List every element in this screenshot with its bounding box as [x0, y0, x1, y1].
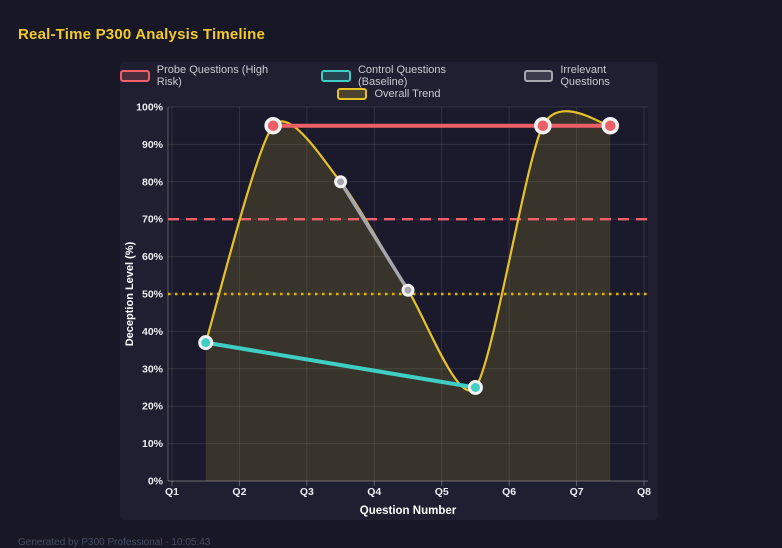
legend-item-label: Control Questions (Baseline) [357, 64, 446, 88]
x-axis-title: Question Number [360, 505, 457, 517]
x-tick-label: Q8 [637, 486, 651, 498]
legend-item-control-questions-baseline[interactable]: Control Questions (Baseline) [321, 64, 497, 88]
legend-item-probe-questions-high-risk[interactable]: Probe Questions (High Risk) [120, 64, 295, 88]
x-tick-label: Q4 [367, 486, 381, 498]
footer-note: Generated by P300 Professional - 10:05:4… [18, 537, 211, 548]
legend-item-label: Probe Questions (High Risk) [156, 64, 269, 88]
legend-item-overall-trend[interactable]: Overall Trend [337, 88, 441, 100]
y-tick-label: 90% [142, 139, 164, 151]
legend-swatch-icon [523, 70, 554, 82]
data-point-control-questions-baseline-1[interactable] [467, 380, 483, 395]
series-line-control-questions-baseline [203, 340, 478, 390]
data-point-irrelevant-questions-0[interactable] [334, 175, 348, 189]
data-point-probe-questions-high-risk-2[interactable] [601, 116, 620, 135]
y-tick-label: 60% [142, 251, 164, 263]
y-axis-title: Deception Level (%) [124, 241, 136, 346]
y-tick-label: 70% [142, 214, 164, 226]
legend-item-irrelevant-questions[interactable]: Irrelevant Questions [523, 64, 658, 88]
y-tick-label: 50% [142, 289, 164, 301]
y-tick-label: 0% [148, 476, 164, 488]
x-tick-label: Q7 [570, 486, 584, 498]
data-point-control-questions-baseline-0[interactable] [198, 335, 214, 351]
y-tick-label: 30% [142, 363, 164, 375]
legend-item-label: Irrelevant Questions [560, 64, 610, 88]
legend-row-1: Probe Questions (High Risk) Control Quest… [120, 64, 658, 88]
legend-swatch-icon [120, 70, 150, 82]
y-tick-label: 80% [142, 176, 164, 188]
x-tick-label: Q3 [300, 486, 314, 498]
x-tick-label: Q6 [502, 486, 516, 498]
chart-panel: Probe Questions (High Risk) Control Quest… [120, 62, 658, 520]
page-title: Real-Time P300 Analysis Timeline [18, 26, 266, 43]
data-point-irrelevant-questions-1[interactable] [401, 283, 415, 297]
chart-svg[interactable]: Q1 Q2 Q3 Q4 Q5 Q6 Q7 Q8 0% 10% 20% 30% 40% 50% 60% 70% 8… [120, 62, 658, 520]
series-line-irrelevant-questions [338, 180, 410, 293]
legend-item-label: Overall Trend [374, 88, 441, 100]
y-tick-label: 100% [136, 102, 164, 114]
x-tick-label: Q1 [165, 486, 179, 498]
y-tick-label: 40% [142, 326, 164, 338]
data-point-probe-questions-high-risk-0[interactable] [264, 116, 282, 135]
x-tick-label: Q2 [232, 486, 246, 498]
y-tick-label: 20% [142, 401, 164, 413]
y-tick-label: 10% [142, 438, 164, 450]
legend-swatch-icon [321, 70, 351, 82]
legend-swatch-icon [337, 88, 368, 100]
legend-row-2: Overall Trend [120, 85, 658, 103]
data-point-probe-questions-high-risk-1[interactable] [534, 116, 552, 135]
x-tick-label: Q5 [435, 486, 449, 498]
chart-legend: Probe Questions (High Risk) Control Quest… [120, 64, 658, 103]
